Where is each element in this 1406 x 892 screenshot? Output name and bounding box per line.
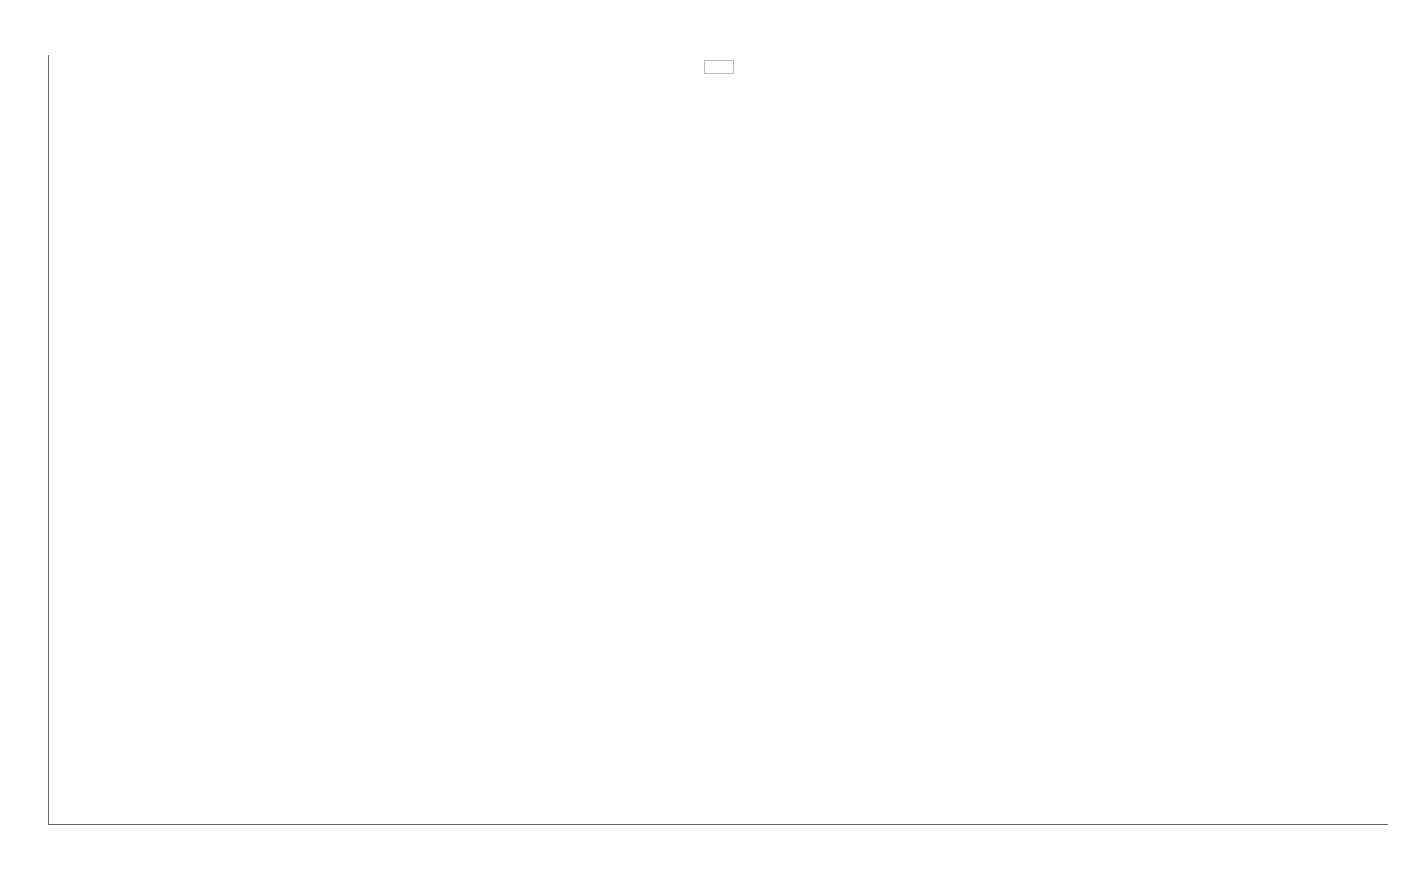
scatter-svg [49, 55, 1388, 824]
plot-area [48, 55, 1388, 825]
correlation-chart [0, 0, 1406, 892]
